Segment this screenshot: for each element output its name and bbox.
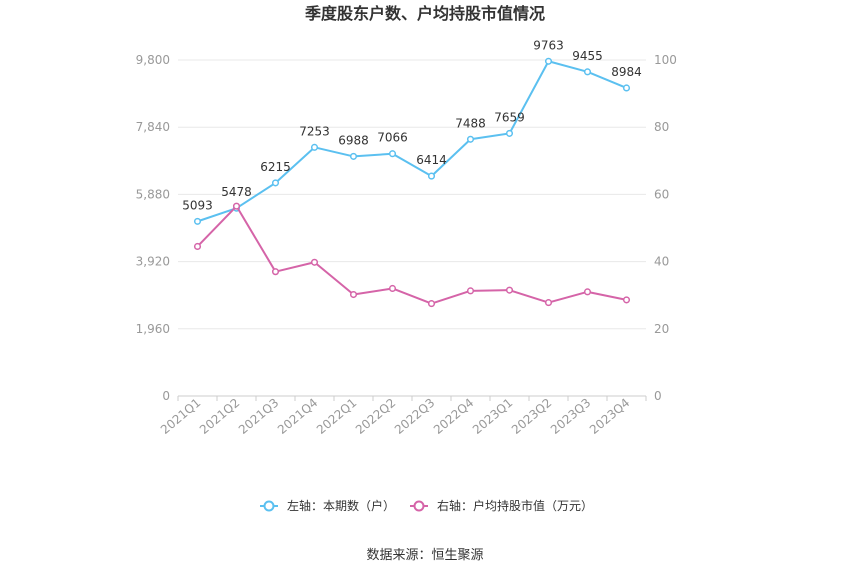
- data-point-left: [193, 217, 202, 225]
- data-label: 8984: [611, 65, 642, 79]
- data-point-right: [427, 300, 436, 308]
- data-label: 9763: [533, 38, 564, 52]
- legend-marker: [263, 500, 275, 512]
- data-point-right: [505, 286, 514, 294]
- data-point-right: [466, 287, 475, 295]
- grid: [178, 59, 646, 397]
- x-axis: 2021Q12021Q22021Q32021Q42022Q12022Q22022…: [158, 396, 647, 437]
- data-point-right: [271, 268, 280, 276]
- left-tick-label: 7,840: [136, 120, 170, 134]
- data-point-left: [544, 57, 553, 65]
- right-axis: 0 20 40 60 80 100: [654, 53, 677, 403]
- legend-label: 右轴：户均持股市值（万元）: [437, 498, 593, 513]
- legend[interactable]: 左轴：本期数（户） 右轴：户均持股市值（万元）: [260, 498, 593, 513]
- x-tick-label: 2022Q1: [314, 396, 359, 437]
- legend-label: 左轴：本期数（户）: [287, 498, 395, 513]
- data-label: 5478: [221, 185, 252, 199]
- source-note: 数据来源：恒生聚源: [366, 548, 483, 563]
- data-label: 7659: [494, 110, 525, 124]
- data-label: 7066: [377, 131, 408, 145]
- x-tick-label: 2021Q2: [197, 396, 242, 437]
- legend-marker: [413, 500, 425, 512]
- data-point-left: [466, 135, 475, 143]
- data-point-left: [583, 68, 592, 76]
- right-tick-label: 0: [654, 389, 662, 403]
- right-tick-label: 80: [654, 120, 669, 134]
- data-label: 6215: [260, 160, 291, 174]
- data-point-left: [271, 179, 280, 187]
- x-tick-label: 2023Q4: [587, 396, 632, 437]
- data-label: 7253: [299, 124, 330, 138]
- right-tick-label: 40: [654, 255, 669, 269]
- data-label: 9455: [572, 49, 603, 63]
- data-point-right: [544, 299, 553, 307]
- data-label: 6414: [416, 153, 447, 167]
- data-point-left: [388, 150, 397, 158]
- data-point-right: [193, 242, 202, 251]
- left-tick-label: 5,880: [136, 187, 170, 201]
- left-tick-label: 1,960: [136, 322, 170, 336]
- data-point-right: [349, 290, 358, 299]
- x-tick-label: 2023Q3: [548, 396, 593, 437]
- right-tick-label: 100: [654, 53, 677, 67]
- data-point-left: [349, 152, 358, 160]
- data-label: 7488: [455, 116, 486, 130]
- data-point-right: [310, 258, 319, 266]
- data-point-left: [427, 172, 436, 180]
- chart-title: 季度股东户数、户均持股市值情况: [304, 4, 545, 23]
- left-tick-label: 9,800: [136, 53, 170, 67]
- left-axis: 0 1,960 3,920 5,880 7,840 9,800: [136, 53, 170, 403]
- data-label: 6988: [338, 133, 369, 147]
- x-tick-label: 2021Q3: [236, 396, 281, 437]
- data-label: 5093: [182, 198, 213, 212]
- x-tick-label: 2021Q4: [275, 396, 320, 437]
- data-point-right: [622, 296, 631, 304]
- series-line-right: [196, 205, 627, 305]
- data-point-left: [622, 84, 631, 92]
- x-tick-label: 2023Q2: [509, 396, 554, 437]
- left-tick-label: 3,920: [136, 255, 170, 269]
- x-tick-label: 2022Q4: [431, 396, 476, 437]
- right-tick-label: 20: [654, 322, 669, 336]
- data-point-left: [310, 143, 319, 151]
- data-point-right: [583, 288, 592, 296]
- data-point-right: [232, 202, 241, 210]
- x-tick-label: 2023Q1: [470, 396, 515, 437]
- x-tick-label: 2022Q2: [353, 396, 398, 437]
- x-tick-label: 2022Q3: [392, 396, 437, 437]
- data-point-right: [388, 284, 397, 293]
- left-tick-label: 0: [162, 389, 170, 403]
- series-layer: 5093 5478 6215 7253 6988 7066 6414 7488 7659 9763…: [182, 38, 642, 308]
- series-line-left: [197, 60, 627, 223]
- data-point-left: [505, 129, 514, 137]
- right-tick-label: 60: [654, 187, 669, 201]
